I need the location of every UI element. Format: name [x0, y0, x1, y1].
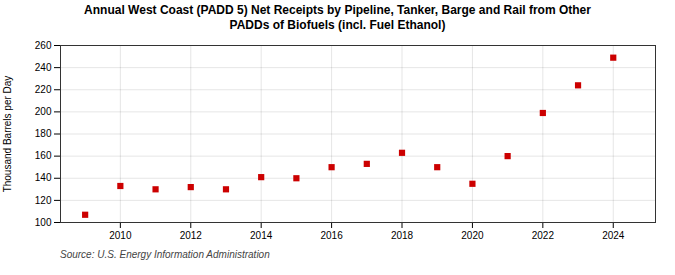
svg-text:2020: 2020: [461, 230, 484, 241]
svg-text:140: 140: [35, 172, 52, 183]
svg-text:200: 200: [35, 106, 52, 117]
svg-text:2016: 2016: [320, 230, 343, 241]
svg-text:160: 160: [35, 150, 52, 161]
svg-text:2018: 2018: [391, 230, 414, 241]
svg-text:2022: 2022: [532, 230, 555, 241]
html-text:Annual West Coast (PADD 5) Net: Annual West Coast (PADD 5) Net Receipts …: [84, 3, 591, 32]
svg-text:2024: 2024: [602, 230, 625, 241]
svg-text:2012: 2012: [180, 230, 203, 241]
svg-text:120: 120: [35, 195, 52, 206]
svg-text:Thousand Barrels per Day: Thousand Barrels per Day: [2, 76, 13, 193]
svg-text:260: 260: [35, 40, 52, 51]
svg-text:2014: 2014: [250, 230, 273, 241]
svg-text:2010: 2010: [109, 230, 132, 241]
svg-text:180: 180: [35, 128, 52, 139]
svg-text:100: 100: [35, 217, 52, 228]
svg-text:240: 240: [35, 62, 52, 73]
html-text:Source: U.S. Energy Informatio: Source: U.S. Energy Information Administ…: [60, 249, 270, 260]
svg-text:220: 220: [35, 84, 52, 95]
